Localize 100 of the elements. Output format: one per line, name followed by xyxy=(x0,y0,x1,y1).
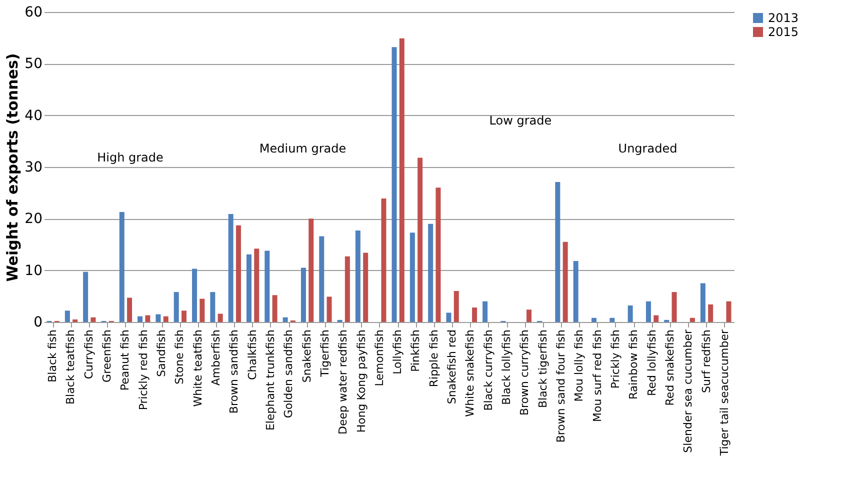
bar xyxy=(526,310,532,322)
bar xyxy=(218,314,223,322)
bar xyxy=(672,292,677,322)
y-axis-title: Weight of exports (tonnes) xyxy=(4,53,22,282)
bar xyxy=(399,38,404,322)
x-tick-label: Snakefish xyxy=(300,329,314,383)
bar xyxy=(127,298,132,322)
bar xyxy=(264,250,270,322)
y-tick-label: 30 xyxy=(24,160,42,176)
x-tick-label: Snakefish red xyxy=(446,330,459,404)
x-tick-label: Deep water redfish xyxy=(336,329,350,434)
bar xyxy=(573,261,578,322)
bar xyxy=(726,301,732,322)
bar xyxy=(319,236,324,322)
bar xyxy=(690,318,695,322)
x-tick-label: Sandfish xyxy=(155,329,168,377)
bar xyxy=(300,268,306,322)
x-tick-label: White teatfish xyxy=(191,329,204,407)
x-tick-label: Chalkfish xyxy=(246,329,259,380)
bar xyxy=(708,304,714,322)
x-tick-label: Red lollyfish xyxy=(645,329,658,396)
annotation: Medium grade xyxy=(259,141,346,156)
bar xyxy=(200,298,205,322)
x-tick-label: Black lollyfish xyxy=(500,329,514,405)
bar xyxy=(446,312,452,322)
bar xyxy=(555,182,560,322)
bar xyxy=(436,188,441,322)
x-tick-label: Lemonfish xyxy=(372,329,386,386)
x-tick-label: Surf redfish xyxy=(700,329,713,394)
x-tick-label: Prickly fish xyxy=(608,329,622,389)
y-tick-label: 40 xyxy=(24,108,42,124)
bar xyxy=(418,158,423,322)
bar xyxy=(156,314,161,322)
bar xyxy=(392,47,397,322)
bar xyxy=(90,317,96,322)
x-tick-label: Slender sea cucumber xyxy=(682,329,695,453)
y-tick-label: 20 xyxy=(24,211,42,228)
bar xyxy=(355,230,360,322)
x-tick-label: Amberfish xyxy=(210,329,222,386)
bar xyxy=(308,218,314,322)
y-tick-label: 0 xyxy=(34,314,42,330)
bar xyxy=(344,256,350,322)
bar xyxy=(163,316,168,322)
x-tick-label: Pinkfish xyxy=(409,329,422,372)
x-tick-label: Tigerfish xyxy=(318,329,332,378)
bar xyxy=(610,318,615,322)
x-tick-label: Red snakefish xyxy=(663,329,676,406)
bar xyxy=(654,315,659,322)
bar xyxy=(591,318,596,322)
bar xyxy=(138,316,143,322)
x-tick-label: Golden sandfish xyxy=(282,329,296,418)
bar xyxy=(282,317,288,322)
bar xyxy=(646,301,651,322)
bar xyxy=(410,232,415,322)
x-tick-label: Black curryfish xyxy=(482,329,495,411)
legend-label: 2015 xyxy=(768,25,799,39)
x-tick-label: Stone fish xyxy=(173,329,186,384)
x-tick-label: Mou lolly fish xyxy=(572,329,586,402)
bar xyxy=(192,268,198,322)
bar xyxy=(700,283,706,322)
x-tick-label: Brown sandfish xyxy=(228,329,241,414)
x-tick-label: Brown sand four fish xyxy=(554,329,568,443)
x-tick-label: Tiger tail seacucumber xyxy=(718,329,731,457)
bar xyxy=(236,225,241,322)
bar xyxy=(326,296,332,322)
bar xyxy=(472,308,478,322)
y-tick-label: 60 xyxy=(24,4,42,20)
annotation: High grade xyxy=(97,150,164,165)
legend-label: 2013 xyxy=(768,11,799,25)
bar xyxy=(119,212,124,322)
y-tick-label: 10 xyxy=(24,262,42,279)
bar xyxy=(428,224,434,322)
x-tick-label: Peanut fish xyxy=(118,329,132,391)
bar xyxy=(64,310,70,322)
bar xyxy=(363,252,368,322)
x-tick-label: Hong Kong payfish xyxy=(354,329,368,433)
bar xyxy=(272,295,278,322)
x-tick-label: Mou surf red fish xyxy=(590,329,604,422)
bar xyxy=(381,198,386,322)
bar xyxy=(174,292,179,322)
bar xyxy=(454,291,459,322)
x-tick-label: Lollyfish xyxy=(391,329,404,374)
x-tick-label: Black teatfish xyxy=(64,329,78,405)
bar xyxy=(628,305,633,322)
x-tick-label: Prickly red fish xyxy=(136,329,150,410)
bar xyxy=(246,254,252,322)
x-tick-label: Black fish xyxy=(46,329,60,382)
x-tick-label: Greenfish xyxy=(100,329,114,382)
bar xyxy=(83,272,88,322)
x-tick-label: Brown curryfish xyxy=(518,329,532,416)
bar xyxy=(482,301,488,322)
y-tick-label: 50 xyxy=(24,56,42,72)
x-tick-label: Curryfish xyxy=(82,329,96,380)
bar xyxy=(72,319,78,322)
x-tick-label: Ripple fish xyxy=(427,329,440,388)
annotation: Low grade xyxy=(489,114,552,128)
bar xyxy=(210,292,216,322)
bar xyxy=(254,248,260,322)
bar xyxy=(145,315,150,322)
x-tick-label: Black tigerfish xyxy=(536,329,550,408)
